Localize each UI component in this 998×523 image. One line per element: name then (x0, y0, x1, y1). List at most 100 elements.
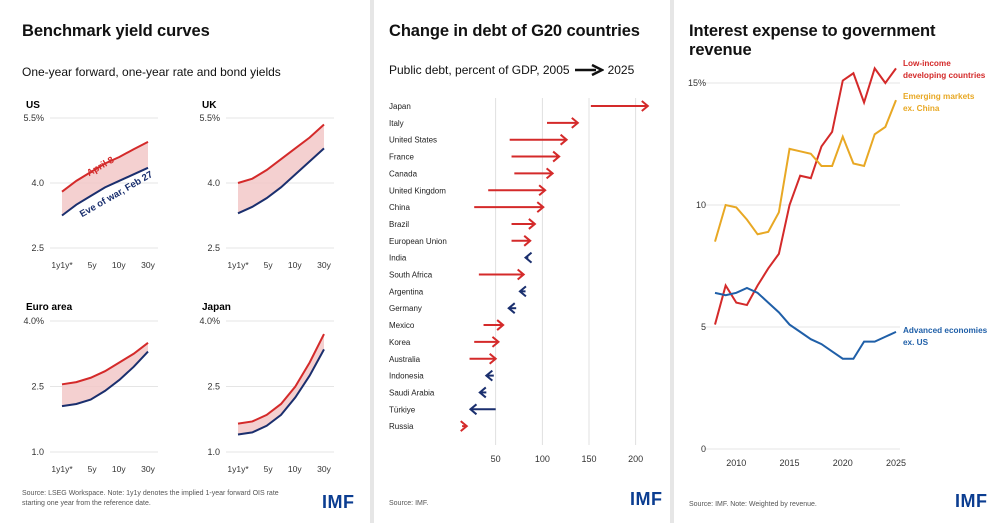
debt-arrow-head (468, 403, 478, 416)
us-series-upper (61, 140, 149, 193)
debt-country-label: European Union (389, 237, 447, 246)
japan-panel-title: Japan (202, 302, 231, 313)
debt-country-label: Mexico (389, 321, 415, 330)
interest-ytick-label: 5 (701, 322, 706, 332)
japan-spread-area (238, 334, 324, 435)
japan-ytick-label: 2.5 (207, 382, 220, 392)
interest-series-line (714, 99, 897, 242)
euro-area-series-upper (61, 342, 149, 386)
uk-series-lower (237, 147, 325, 215)
g20-debt-chart: 50 100 150 200 Japan Italy United States France… (389, 98, 650, 464)
uk-panel-title: UK (202, 100, 217, 111)
debt-arrow-head (536, 201, 545, 213)
uk-xtick-label: 10y (288, 260, 302, 270)
debt-country-label: China (389, 203, 410, 212)
interest-series-label: Advanced economies (903, 326, 988, 335)
debt-country-label: Saudi Arabia (389, 388, 435, 397)
debt-arrow-head (460, 420, 469, 432)
debt-arrow-head (571, 117, 580, 129)
debt-country-label: Italy (389, 119, 404, 128)
us-ytick-label: 2.5 (31, 243, 44, 253)
japan-xtick-label: 1y1y* (227, 464, 249, 474)
uk-ytick-label: 5.5% (199, 113, 220, 123)
interest-xtick-label: 2010 (726, 458, 746, 468)
debt-xtick-label: 200 (628, 454, 643, 464)
interest-series-line (714, 66, 897, 325)
debt-arrow-head (528, 218, 537, 230)
euro-area-xtick-label: 1y1y* (51, 464, 73, 474)
debt-arrow-head (559, 133, 569, 146)
debt-country-label: India (389, 254, 407, 263)
debt-country-label: Argentina (389, 287, 424, 296)
panel-g20-debt: Change in debt of G20 countries Public d… (374, 0, 670, 523)
us-xtick-label: 30y (141, 260, 155, 270)
us-xtick-label: 1y1y* (51, 260, 73, 270)
g20-debt-title: Change in debt of G20 countries (389, 22, 640, 40)
debt-arrow-head (552, 150, 561, 163)
euro-area-series-lower (61, 350, 149, 408)
uk-ytick-label: 4.0 (207, 178, 220, 188)
debt-arrow-head (538, 184, 547, 197)
euro-area-xtick-label: 5y (88, 464, 98, 474)
yield-curves-source: Source: LSEG Workspace. Note: 1y1y denot… (22, 489, 279, 509)
debt-country-label: United Kingdom (389, 186, 446, 195)
euro-area-ytick-label: 4.0% (23, 316, 44, 326)
uk-xtick-label: 30y (317, 260, 331, 270)
debt-country-label: Germany (389, 304, 422, 313)
source-line-1: Source: LSEG Workspace. Note: 1y1y denot… (22, 490, 279, 497)
debt-country-label: United States (389, 136, 437, 145)
debt-xtick-label: 50 (491, 454, 501, 464)
debt-country-label: Brazil (389, 220, 409, 229)
imf-logo: IMF (322, 492, 355, 512)
debt-country-label: Australia (389, 355, 421, 364)
japan-xtick-label: 10y (288, 464, 302, 474)
debt-arrow-head (545, 167, 555, 180)
debt-country-label: Japan (389, 102, 411, 111)
debt-arrow-head (496, 319, 505, 331)
us-xtick-label: 5y (88, 260, 98, 270)
subtitle-prefix: Public debt, percent of GDP, 2005 (389, 63, 570, 77)
interest-expense-source: Source: IMF. Note: Weighted by revenue. (689, 501, 817, 508)
yield-curves-subtitle: One-year forward, one-year rate and bond… (22, 65, 281, 79)
debt-country-label: France (389, 153, 414, 162)
debt-arrow-head (641, 100, 650, 112)
imf-logo: IMF (955, 491, 988, 511)
debt-xtick-label: 100 (535, 454, 550, 464)
interest-series-label: Low-income (903, 59, 951, 68)
panel-yield-curves: Benchmark yield curves One-year forward,… (0, 0, 370, 523)
arrow-right-icon (574, 64, 604, 76)
uk-xtick-label: 5y (264, 260, 274, 270)
interest-series-label: Emerging markets (903, 92, 975, 101)
interest-expense-title: Interest expense to government revenue (689, 22, 936, 59)
debt-arrow-head (523, 235, 532, 247)
uk-ytick-label: 2.5 (207, 243, 220, 253)
debt-xtick-label: 150 (581, 454, 596, 464)
debt-arrow-head (478, 386, 487, 399)
us-panel-title: US (26, 100, 40, 111)
euro-area-ytick-label: 2.5 (31, 382, 44, 392)
us-xtick-label: 10y (112, 260, 126, 270)
debt-country-label: South Africa (389, 271, 433, 280)
debt-country-label: Canada (389, 169, 418, 178)
debt-arrow-head (489, 352, 498, 365)
japan-ytick-label: 4.0% (199, 316, 220, 326)
euro-area-panel-title: Euro area (26, 302, 73, 313)
g20-debt-subtitle: Public debt, percent of GDP, 2005 2025 (389, 63, 634, 77)
subtitle-suffix: 2025 (607, 63, 635, 77)
interest-series-label: ex. US (903, 338, 929, 347)
uk-xtick-label: 1y1y* (227, 260, 249, 270)
us-ytick-label: 4.0 (31, 178, 44, 188)
debt-country-label: Korea (389, 338, 411, 347)
us-spread-area (62, 141, 148, 216)
interest-xtick-label: 2025 (886, 458, 906, 468)
debt-country-label: Indonesia (389, 372, 424, 381)
yield-curves-title: Benchmark yield curves (22, 22, 210, 40)
interest-ytick-label: 10 (696, 200, 706, 210)
imf-logo: IMF (630, 489, 663, 509)
debt-arrow-head (484, 369, 493, 382)
japan-series-lower (237, 348, 325, 436)
us-ytick-label: 5.5% (23, 113, 44, 123)
debt-arrow-head (523, 251, 533, 264)
euro-area-xtick-label: 10y (112, 464, 126, 474)
